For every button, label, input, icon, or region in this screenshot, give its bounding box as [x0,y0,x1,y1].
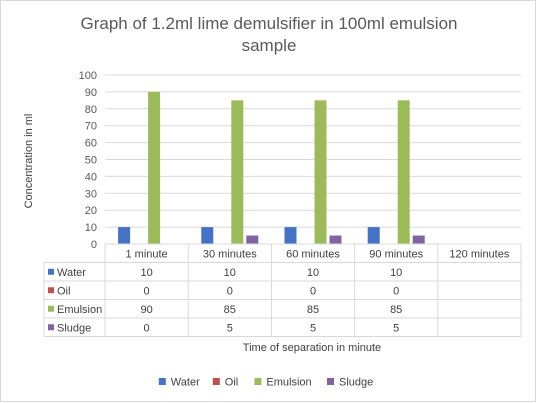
gridlines [105,74,521,245]
y-tick-label: 10 [85,222,97,234]
data-label: 0 [227,285,233,297]
chart-title-line-1: Graph of 1.2ml lime demulsifier in 100ml… [81,14,458,33]
bar-water-3 [284,227,297,244]
y-tick-label: 100 [79,70,97,82]
legend-key-sludge [327,378,334,385]
x-tick-label: 90 minutes [369,248,423,260]
bar-water-4 [367,227,380,244]
legend-label: Emulsion [266,377,311,389]
table-legend-key [48,268,54,275]
chart-title-line-2: sample [242,36,297,55]
data-label: 5 [393,322,399,334]
bar-sludge-3 [329,235,342,244]
y-tick-label: 20 [85,205,97,217]
legend-label: Oil [225,377,238,389]
x-tick-label: 60 minutes [286,248,340,260]
data-label: 5 [227,322,233,334]
legend-key-water [158,378,166,385]
legend-key-emulsion [254,378,262,385]
y-axis-label: Concentration in ml [23,114,35,209]
table-legend-key [48,287,54,294]
legend: Water Oil Emulsion Sludge [158,377,373,389]
data-label: 0 [393,285,399,297]
bar-water-2 [201,227,214,244]
data-label: 85 [390,304,402,316]
bar-emulsion-2 [231,100,244,244]
y-tick-label: 50 [85,155,97,167]
y-tick-label: 70 [85,121,97,133]
data-label: 10 [224,267,236,279]
data-label: 85 [307,304,319,316]
table-series-label: Oil [57,285,70,297]
data-label: 0 [144,322,150,334]
bar-emulsion-4 [397,100,410,244]
x-axis-label: Time of separation in minute [243,342,381,354]
y-tick-label: 40 [85,171,97,183]
bar-emulsion-1 [148,91,161,245]
table-legend-key [48,324,54,331]
y-tick-label: 80 [85,104,97,116]
data-table: 1 minute 30 minutes 60 minutes 90 minutes 12… [43,243,522,337]
y-tick-label: 30 [85,188,97,200]
data-label: 10 [390,267,402,279]
data-label: 10 [307,267,319,279]
data-label: 85 [224,304,236,316]
table-series-label: Sludge [57,322,91,334]
data-label: 10 [140,267,152,279]
data-label: 0 [144,285,150,297]
bar-sludge-2 [246,235,259,244]
x-tick-label: 120 minutes [449,248,509,260]
table-legend-key [48,305,54,312]
legend-label: Sludge [339,377,373,389]
table-series-label: Water [57,267,86,279]
data-label: 0 [310,285,316,297]
table-series-label: Emulsion [57,304,102,316]
x-tick-label: 30 minutes [203,248,257,260]
bars [118,91,425,245]
y-tick-label: 60 [85,138,97,150]
legend-label: Water [171,377,200,389]
y-tick-label: 0 [91,239,97,251]
bar-sludge-4 [412,235,425,244]
bar-emulsion-3 [314,100,327,244]
x-tick-label: 1 minute [125,248,167,260]
bar-water-1 [118,227,131,244]
data-label: 5 [310,322,316,334]
legend-key-oil [212,378,220,385]
y-tick-label: 90 [85,87,97,99]
data-label: 90 [140,304,152,316]
y-axis-ticks: 0 10 20 30 40 50 60 70 80 90 100 [79,70,97,251]
